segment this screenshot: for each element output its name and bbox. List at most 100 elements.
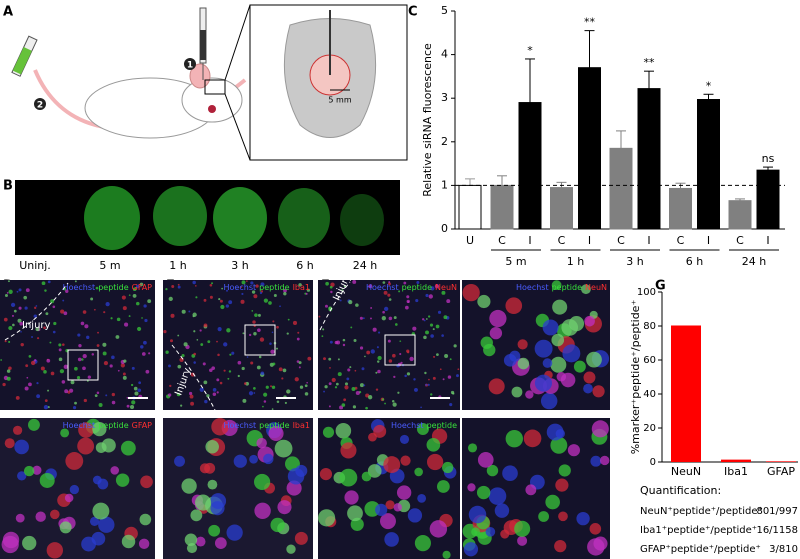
quant-value: 3/810 <box>769 544 798 555</box>
bar-label: I <box>766 234 769 247</box>
cell <box>98 516 115 533</box>
stain-name: NeuN <box>435 283 457 292</box>
cell <box>188 310 191 313</box>
cell <box>393 503 402 512</box>
cell <box>122 372 126 376</box>
cell <box>393 316 397 320</box>
cell <box>30 360 36 366</box>
cell <box>241 366 245 371</box>
stain-name: peptide <box>259 283 290 292</box>
cell <box>432 328 435 331</box>
cell <box>391 400 395 403</box>
cell <box>95 442 107 453</box>
cell <box>394 323 398 326</box>
cell <box>4 438 15 449</box>
y-tick-label: 100 <box>637 287 656 298</box>
cell <box>95 286 99 290</box>
y-tick-label: 40 <box>643 389 656 400</box>
cell <box>23 295 28 300</box>
cell <box>20 331 22 333</box>
cell <box>324 385 328 389</box>
cell <box>259 291 263 295</box>
cell <box>562 344 581 363</box>
cell <box>351 387 356 392</box>
stain-name: Hoechst <box>63 283 96 292</box>
cell <box>240 286 243 288</box>
cell <box>39 472 55 488</box>
cell <box>361 367 365 371</box>
cell <box>121 534 136 549</box>
cell <box>477 294 491 309</box>
stain-name: peptide <box>552 283 583 292</box>
stain-name: NeuN <box>585 283 607 292</box>
cell <box>188 391 193 396</box>
cell <box>457 368 460 371</box>
cell <box>468 505 487 524</box>
cell <box>102 342 107 347</box>
cell <box>341 403 346 407</box>
cell <box>46 542 64 559</box>
cell <box>318 509 336 527</box>
cell <box>550 436 568 454</box>
cell <box>35 327 40 332</box>
roi-box <box>384 334 416 366</box>
cell <box>105 302 110 307</box>
stain-name: Hoechst <box>366 283 399 292</box>
significance: ns <box>762 152 775 165</box>
cell <box>375 371 378 374</box>
bar-label: C <box>677 234 685 247</box>
cell <box>212 388 217 392</box>
cell <box>255 284 259 288</box>
cell <box>297 331 300 334</box>
cell <box>343 398 347 402</box>
cell <box>551 280 562 291</box>
micrograph <box>318 280 460 410</box>
cell <box>183 342 188 347</box>
cell <box>350 326 353 329</box>
cell <box>92 421 107 437</box>
cell <box>58 348 62 352</box>
cell <box>319 468 333 481</box>
cell <box>435 324 440 329</box>
cell <box>281 377 284 380</box>
cell <box>60 309 65 314</box>
cell <box>128 294 131 297</box>
cell <box>131 366 135 370</box>
cell <box>237 374 240 378</box>
cell <box>387 339 391 343</box>
y-axis-label: %marker⁺peptide⁺/peptide⁺ <box>629 300 642 455</box>
cell <box>377 360 380 363</box>
cell <box>328 382 332 386</box>
cell <box>53 321 57 326</box>
cell <box>144 318 148 323</box>
cell <box>98 403 103 408</box>
cell <box>442 378 445 381</box>
cell <box>259 337 265 342</box>
cell <box>111 355 115 360</box>
cell <box>253 386 256 390</box>
cell <box>248 391 254 396</box>
cell <box>540 392 558 410</box>
cell <box>322 328 325 331</box>
step-marker <box>34 98 46 110</box>
brain-image <box>84 186 140 250</box>
cell <box>444 354 449 359</box>
cell <box>368 284 373 289</box>
cell <box>364 355 366 358</box>
cell <box>274 439 293 458</box>
cell <box>388 359 393 363</box>
cell <box>254 313 258 317</box>
y-tick-label: 3 <box>441 91 448 104</box>
cell <box>272 320 275 323</box>
cell <box>339 468 358 487</box>
cell <box>177 364 182 369</box>
cell <box>340 442 357 459</box>
cell <box>59 369 65 374</box>
cell <box>427 315 431 318</box>
cell <box>388 282 391 286</box>
cell <box>8 289 13 294</box>
cell <box>97 478 109 490</box>
cell <box>429 520 448 538</box>
cell <box>354 369 357 372</box>
cell <box>171 285 175 288</box>
